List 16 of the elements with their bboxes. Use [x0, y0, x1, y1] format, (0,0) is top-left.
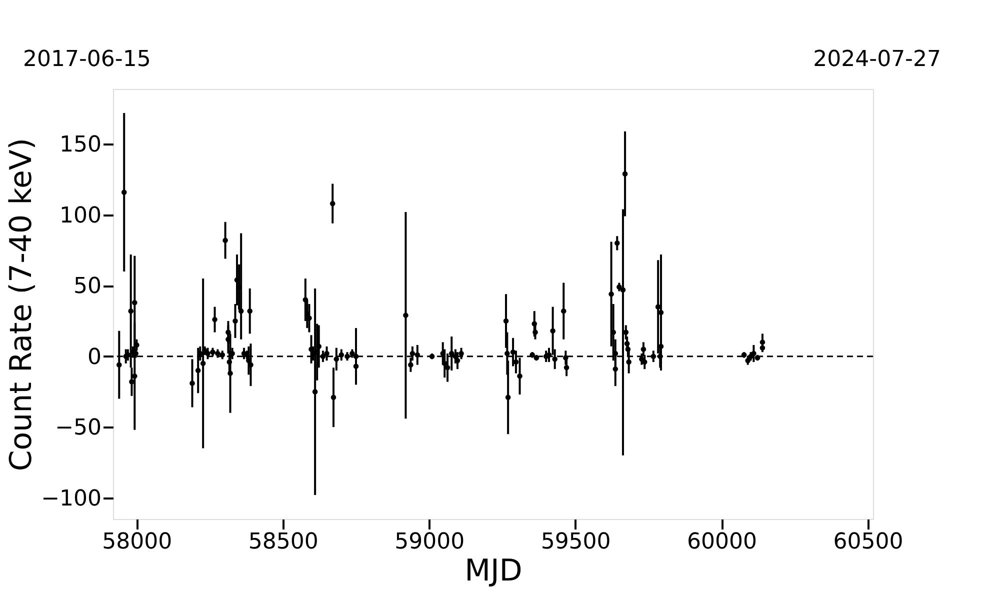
y-tick-label: 50 — [74, 274, 102, 300]
x-tick-label: 58500 — [248, 530, 318, 554]
x-axis-title: MJD — [464, 554, 522, 588]
x-tick-label: 59000 — [394, 530, 465, 554]
y-tick-label: −50 — [55, 416, 102, 441]
y-tick-label: 100 — [60, 203, 102, 228]
y-tick-label: 0 — [88, 344, 102, 370]
text: 2024-07-27 — [813, 47, 941, 72]
text: 2017-06-15 — [23, 47, 151, 72]
x-tick-label: 59500 — [540, 530, 611, 554]
y-tick-label: 150 — [60, 132, 102, 158]
x-tick-label: 60000 — [687, 530, 758, 554]
x-tick-label: 60500 — [833, 530, 904, 554]
y-tick-label: −100 — [41, 486, 102, 512]
y-axis-title: Count Rate (7-40 keV) — [4, 138, 40, 472]
x-tick-label: 58000 — [102, 530, 172, 554]
